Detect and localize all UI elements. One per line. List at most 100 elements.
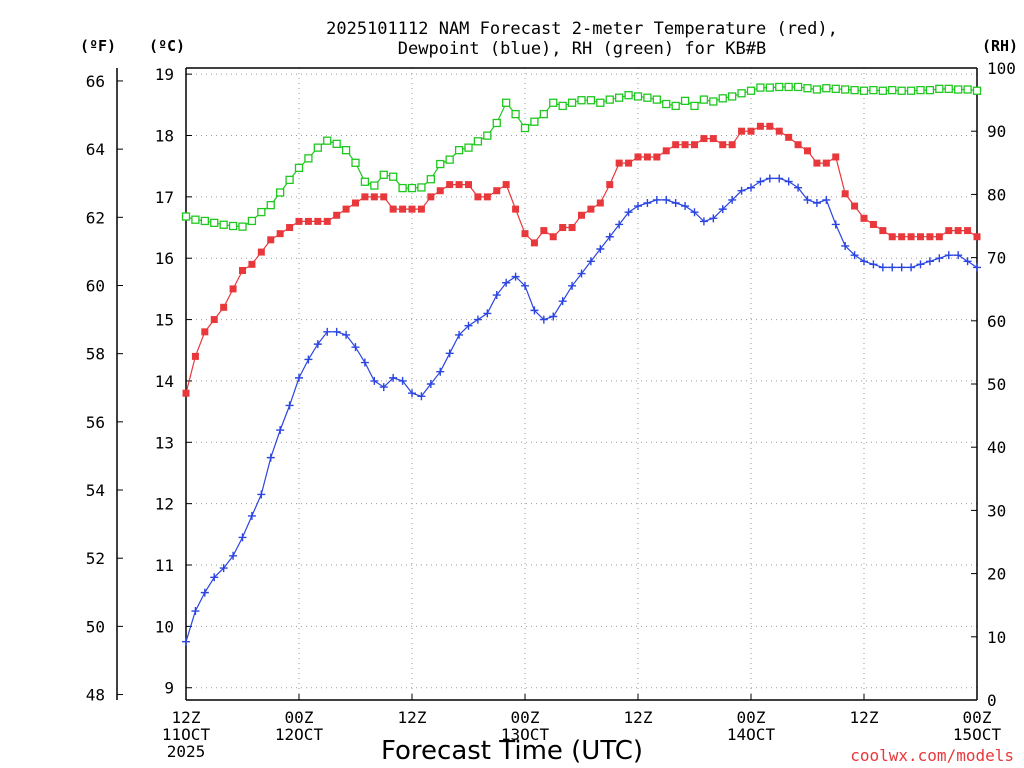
- rh-point: [558, 101, 567, 111]
- rh-point: [888, 85, 897, 95]
- rh-point: [624, 91, 633, 100]
- x-axis-title: Forecast Time (UTC): [381, 736, 643, 766]
- temperature-point: [596, 199, 604, 207]
- rh-point: [643, 93, 652, 102]
- rh-point: [530, 117, 539, 126]
- temperature-point: [257, 248, 265, 256]
- dewpoint-series: [182, 174, 981, 646]
- dewpoint-point: [634, 202, 642, 211]
- rh-point: [502, 98, 511, 107]
- fahrenheit-tick-label: 52: [86, 549, 105, 568]
- temperature-point: [775, 127, 783, 135]
- dewpoint-point: [944, 251, 953, 260]
- celsius-tick-label: 13: [155, 433, 174, 452]
- dewpoint-point: [313, 340, 322, 349]
- rh-point: [191, 215, 200, 224]
- rh-point: [906, 86, 916, 95]
- temperature-point: [766, 122, 774, 130]
- dewpoint-point: [765, 174, 774, 183]
- rh-tick-label: 90: [987, 122, 1006, 141]
- rh-point: [398, 183, 407, 193]
- credit-link[interactable]: coolwx.com/models: [850, 746, 1014, 765]
- rh-tick-label: 70: [987, 249, 1006, 268]
- temperature-point: [756, 122, 764, 130]
- temperature-point: [785, 133, 793, 141]
- rh-point: [878, 86, 887, 95]
- axes: [116, 67, 978, 701]
- dewpoint-point: [615, 220, 624, 229]
- temperature-point: [239, 266, 246, 274]
- rh-unit-label: (RH): [982, 37, 1018, 55]
- dewpoint-point: [954, 251, 963, 260]
- rh-point: [605, 95, 614, 104]
- rh-tick-label: 50: [987, 375, 1006, 394]
- temperature-point: [728, 141, 736, 149]
- dewpoint-point: [464, 321, 473, 330]
- temperature-point: [917, 233, 924, 241]
- rh-point: [341, 146, 351, 155]
- dewpoint-point: [295, 373, 303, 382]
- temperature-point: [568, 224, 576, 232]
- fahrenheit-tick-label: 60: [86, 276, 105, 295]
- rh-point: [417, 183, 426, 192]
- rh-axis: 0 10 20 30 40 50 60 70 80 90 100: [971, 59, 1016, 710]
- rh-point: [869, 85, 878, 95]
- rh-point: [841, 85, 850, 94]
- temperature-point: [662, 147, 670, 155]
- rh-point: [897, 86, 906, 95]
- dewpoint-point: [681, 202, 690, 211]
- dewpoint-point: [577, 269, 586, 278]
- dewpoint-point: [285, 401, 294, 410]
- temperature-point: [681, 141, 689, 149]
- dewpoint-point: [238, 533, 247, 542]
- dewpoint-point: [219, 564, 228, 573]
- rh-point: [822, 84, 831, 93]
- rh-point: [360, 177, 370, 186]
- rh-point: [859, 86, 869, 95]
- rh-point: [407, 183, 417, 193]
- dewpoint-point: [812, 198, 821, 207]
- celsius-tick-label: 10: [155, 617, 174, 636]
- temperature-point: [342, 205, 350, 213]
- rh-point: [436, 159, 445, 169]
- celsius-tick-label: 11: [155, 556, 174, 575]
- rh-point: [793, 82, 803, 92]
- rh-point: [257, 207, 266, 217]
- dewpoint-point: [370, 376, 379, 385]
- dewpoint-point: [323, 327, 332, 336]
- rh-point: [332, 139, 341, 148]
- dewpoint-point: [539, 315, 548, 324]
- rh-point: [671, 101, 680, 111]
- dewpoint-point: [662, 195, 671, 204]
- dewpoint-point: [973, 263, 981, 272]
- dewpoint-point: [596, 245, 605, 254]
- dewpoint-point: [558, 297, 567, 306]
- temperature-point: [323, 217, 331, 225]
- time-tick-label: 2025: [167, 742, 206, 761]
- rh-point: [662, 99, 671, 109]
- rh-point: [709, 97, 718, 106]
- rh-point: [247, 216, 257, 226]
- dewpoint-point: [925, 257, 934, 266]
- rh-point: [916, 85, 925, 95]
- dewpoint-point: [182, 637, 190, 646]
- rh-point: [746, 86, 756, 95]
- temperature-point: [907, 233, 915, 241]
- temperature-point: [888, 233, 896, 241]
- rh-point: [370, 181, 379, 190]
- rh-point: [445, 155, 454, 164]
- dewpoint-point: [784, 177, 793, 186]
- temperature-point: [427, 193, 435, 201]
- temperature-point: [229, 285, 237, 293]
- rh-point: [492, 118, 501, 128]
- rh-point: [549, 98, 558, 107]
- rh-tick-label: 10: [987, 628, 1006, 647]
- dewpoint-point: [511, 272, 520, 281]
- dewpoint-point: [860, 257, 868, 266]
- temperature-point: [606, 181, 614, 189]
- time-tick-label: 00Z: [511, 708, 540, 727]
- rh-point: [596, 98, 605, 107]
- rh-point: [464, 143, 473, 152]
- celsius-tick-label: 17: [155, 188, 174, 207]
